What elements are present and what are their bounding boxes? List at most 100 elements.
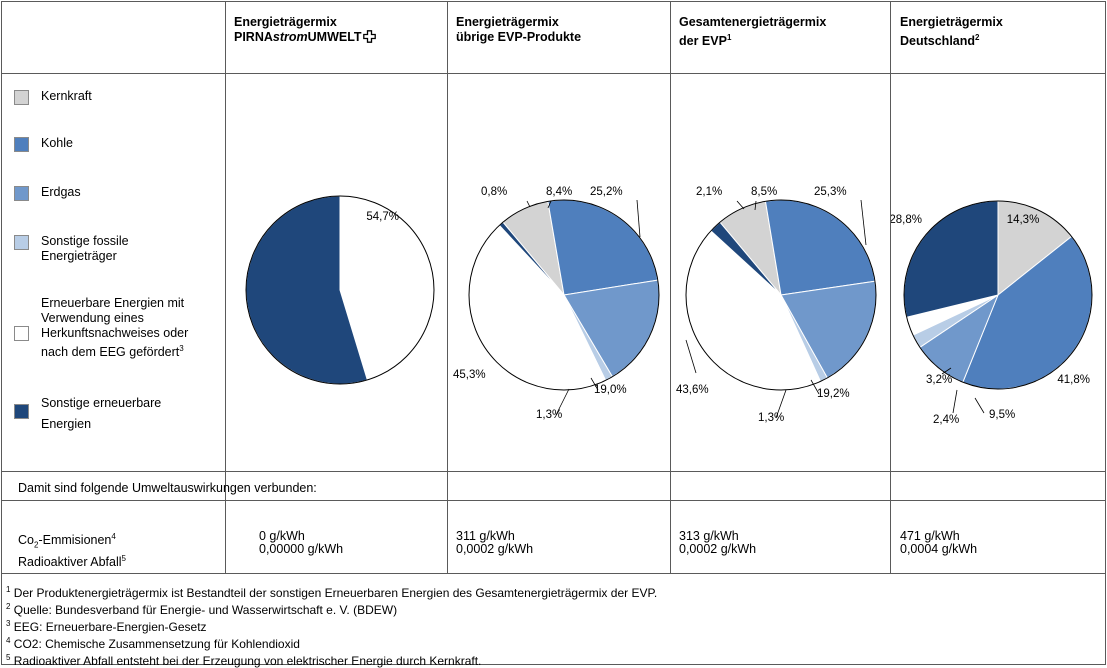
- header-line1: Gesamtenergieträgermix: [679, 15, 827, 29]
- legend-label: Erdgas: [41, 185, 81, 200]
- pie-leader-line: [685, 339, 697, 374]
- header-line2: Deutschland2: [900, 30, 1003, 49]
- pie-leader-line: [974, 397, 985, 414]
- pie-leader-line: [636, 199, 641, 238]
- header-line2-part: Deutschland: [900, 34, 976, 49]
- impact-values-evp-total: 313 g/kWh 0,0002 g/kWh: [679, 530, 756, 556]
- row-divider: [1, 73, 1106, 74]
- legend-label-text: Erdgas: [41, 185, 81, 199]
- pie-leader-line: [775, 389, 787, 419]
- footnote-ref: 2: [975, 33, 980, 42]
- legend-item-renewable-eeg: Erneuerbare Energien mit Verwendung eine…: [14, 296, 188, 360]
- pie-data-label: 45,3%: [453, 369, 486, 381]
- table-border-bottom: [1, 664, 1106, 665]
- pie-data-label: 2,1%: [696, 186, 722, 198]
- header-line1: Energieträgermix: [234, 15, 337, 29]
- legend-label-text: Erneuerbare Energien mit Verwendung eine…: [41, 296, 189, 360]
- row-divider: [1, 573, 1106, 574]
- table-border-left: [1, 1, 2, 664]
- footnote-number: 5: [6, 653, 11, 662]
- footnote-text: Radioaktiver Abfall entsteht bei der Erz…: [10, 654, 482, 668]
- footnote-text: EEG: Erneuerbare-Energien-Gesetz: [10, 620, 207, 634]
- column-header-germany: Energieträgermix Deutschland2: [900, 15, 1003, 49]
- waste-value: 0,0002 g/kWh: [679, 542, 757, 556]
- pie-leader-line: [754, 200, 757, 211]
- pie-leader-line: [941, 367, 952, 375]
- table-border-top: [1, 1, 1106, 2]
- header-line1: Energieträgermix: [456, 15, 559, 29]
- impact-row-labels: Co2-Emmisionen4 Radioaktiver Abfall5: [18, 530, 126, 569]
- footnote-number: 4: [6, 636, 11, 645]
- legend-label-text: Sonstige fossile Energieträger: [41, 234, 129, 263]
- footnote-number: 3: [6, 619, 11, 628]
- pie-data-label: 28,8%: [891, 214, 922, 226]
- waste-label-part: Radioaktiver Abfall: [18, 554, 122, 569]
- pie-data-label: 19,0%: [594, 384, 627, 396]
- header-line2-part: UMWELT: [307, 30, 362, 44]
- footnote-ref: 4: [111, 532, 116, 541]
- footnote: 1 Der Produktenergieträgermix ist Bestan…: [6, 583, 657, 600]
- footnotes: 1 Der Produktenergieträgermix ist Bestan…: [6, 583, 657, 668]
- pie-chart-evp-total: 8,5% 25,3% 19,2% 1,3% 43,6% 2,1%: [676, 186, 877, 424]
- footnote-text: Der Produktenergieträgermix ist Bestandt…: [10, 586, 658, 600]
- column-header-evp-products: Energieträgermix übrige EVP-Produkte: [456, 15, 581, 45]
- co2-value: 471 g/kWh: [900, 529, 960, 543]
- pie-data-label: 25,3%: [814, 186, 847, 198]
- legend-item-erdgas: Erdgas: [14, 185, 81, 201]
- column-header-pirna: Energieträgermix PIRNAstromUMWELT: [234, 15, 376, 45]
- legend-swatch: [14, 186, 29, 201]
- pie-data-label: 25,2%: [590, 186, 623, 198]
- row-divider: [1, 500, 1106, 501]
- legend-item-kernkraft: Kernkraft: [14, 89, 92, 105]
- pie-data-label: 3,2%: [926, 374, 952, 386]
- footnote-text: Quelle: Bundesverband für Energie- und W…: [10, 603, 398, 617]
- pie-data-label: 1,3%: [758, 412, 784, 424]
- pie-outline: [468, 199, 660, 391]
- legend-label: Erneuerbare Energien mit Verwendung eine…: [41, 296, 188, 360]
- header-line2: der EVP1: [679, 30, 826, 49]
- pie-leader-line: [952, 389, 958, 414]
- legend-item-fossil-other: Sonstige fossile Energieträger: [14, 234, 129, 264]
- footnote-ref: 1: [726, 33, 732, 42]
- pie-data-label: 14,3%: [1007, 214, 1040, 226]
- pie-slice: [764, 199, 876, 296]
- pie-leader-line: [860, 199, 867, 246]
- pie-data-label: 43,6%: [676, 384, 709, 396]
- table-border-right: [1105, 1, 1106, 664]
- pie-leader-line: [736, 200, 745, 210]
- co2-label: Co2-Emmisionen4: [18, 530, 126, 552]
- footnote-ref: 5: [121, 553, 126, 563]
- column-divider: [670, 1, 671, 573]
- impact-intro: Damit sind folgende Umweltauswirkungen v…: [18, 481, 317, 495]
- legend-label: Sonstige erneuerbare Energien: [41, 393, 161, 435]
- column-divider: [447, 1, 448, 573]
- header-line2-part: PIRNA: [234, 30, 273, 44]
- co2-value: 311 g/kWh: [456, 529, 515, 543]
- pie-data-label: 19,2%: [817, 388, 850, 400]
- column-header-evp-total: Gesamtenergieträgermix der EVP1: [679, 15, 826, 49]
- pie-outline: [685, 199, 877, 391]
- column-divider: [890, 1, 891, 573]
- co2-subscript: 2: [33, 540, 39, 550]
- waste-value: 0,0004 g/kWh: [900, 542, 978, 556]
- pie-data-label: 1,3%: [536, 409, 562, 421]
- legend-swatch: [14, 326, 29, 341]
- waste-label: Radioaktiver Abfall5: [18, 552, 126, 569]
- pie-data-label: 41,8%: [1057, 374, 1090, 386]
- pie-leader-line: [555, 388, 570, 416]
- footnote-ref: 3: [179, 344, 184, 353]
- pie-leader-line: [526, 200, 531, 208]
- pie-data-label: 9,5%: [989, 409, 1015, 421]
- legend-item-kohle: Kohle: [14, 136, 73, 152]
- footnote: 2 Quelle: Bundesverband für Energie- und…: [6, 600, 657, 617]
- co2-value: 313 g/kWh: [679, 529, 739, 543]
- pie-data-label: 0,8%: [481, 186, 507, 198]
- pie-chart-pirna: 45,3%54,7%: [245, 195, 435, 385]
- pie-slice: [547, 199, 659, 296]
- pie-data-label: 8,4%: [546, 186, 572, 198]
- footnote: 4 CO2: Chemische Zusammensetzung für Koh…: [6, 634, 657, 651]
- header-line1: Energieträgermix: [900, 15, 1003, 29]
- legend-label-text: Kernkraft: [41, 89, 92, 103]
- pie-leader-line: [810, 379, 820, 395]
